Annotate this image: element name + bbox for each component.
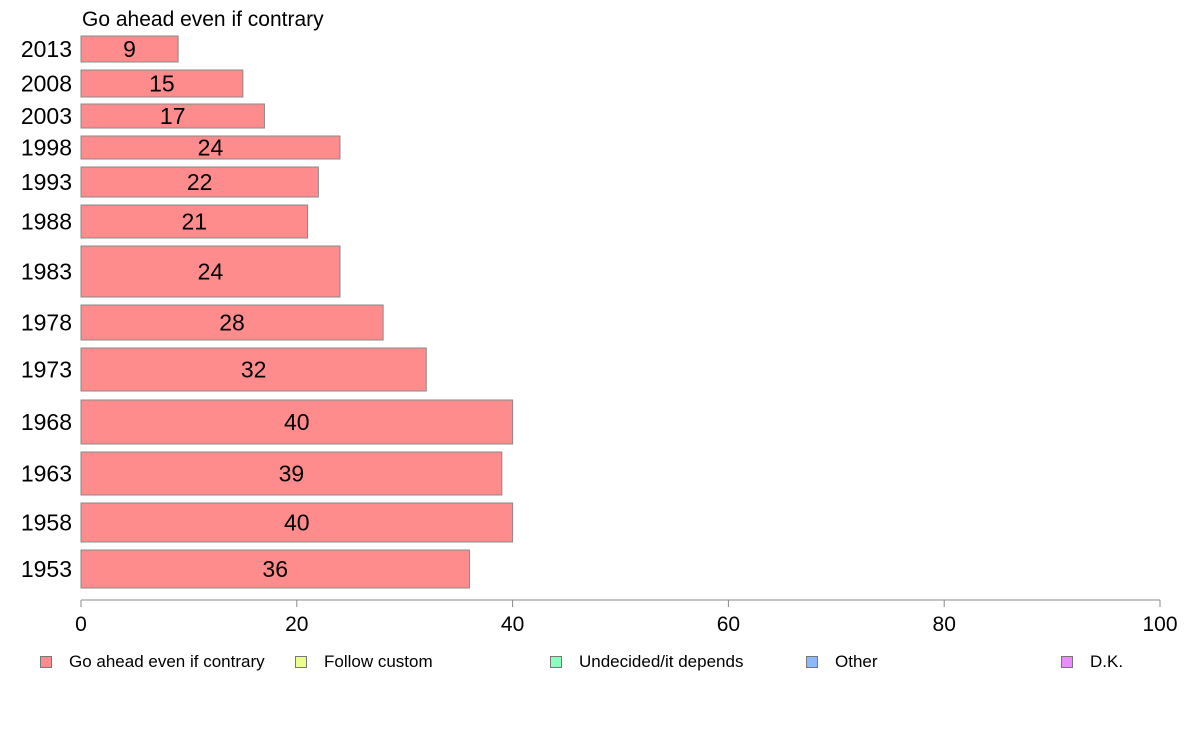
bar-1973 (80, 347, 427, 392)
legend-item-undecided: Undecided/it depends (550, 652, 743, 672)
bar-1958 (80, 502, 514, 543)
bar-2013 (80, 35, 179, 63)
legend-label: Follow custom (324, 652, 433, 671)
x-tick-label: 60 (717, 613, 740, 636)
bar-value-label: 15 (149, 71, 175, 97)
x-tick-label: 40 (501, 613, 524, 636)
x-axis: 0 20 40 60 80 100 (75, 599, 1178, 636)
bar-value-label: 28 (219, 310, 245, 336)
legend-swatch (550, 656, 562, 668)
category-label: 2008 (21, 71, 72, 97)
bar-value-label: 40 (284, 510, 310, 536)
category-label: 1968 (21, 409, 72, 435)
chart-title: Go ahead even if contrary (82, 8, 324, 31)
bar-1983 (80, 245, 341, 298)
bar-1953 (80, 549, 470, 589)
x-tick-label: 0 (75, 613, 87, 636)
bar-1998 (80, 135, 341, 160)
bar-value-label: 39 (279, 461, 305, 487)
legend-label: Go ahead even if contrary (69, 652, 265, 671)
bar-value-label: 32 (241, 357, 267, 383)
category-label: 2003 (21, 103, 72, 129)
bar-1978 (80, 304, 384, 341)
category-label: 1998 (21, 135, 72, 161)
bar-value-label: 21 (181, 209, 207, 235)
bar-value-label: 40 (284, 409, 310, 435)
bar-1963 (80, 451, 503, 496)
bar-1968 (80, 399, 514, 445)
legend-swatch (1061, 656, 1073, 668)
category-label: 1978 (21, 310, 72, 336)
bar-value-label: 36 (262, 556, 288, 582)
bar-value-label: 24 (198, 259, 224, 285)
legend-item-go-ahead: Go ahead even if contrary (40, 652, 265, 672)
legend-label: D.K. (1090, 652, 1124, 671)
bar-2003 (80, 103, 265, 129)
bar-2008 (80, 69, 244, 98)
category-label: 1963 (21, 461, 72, 487)
category-label: 1988 (21, 209, 72, 235)
bars-layer: 9 2013 15 2008 17 2003 24 1998 22 1993 21 1988 24 198… (21, 35, 514, 589)
legend-item-other: Other (806, 652, 878, 672)
legend-swatch (295, 656, 307, 668)
category-label: 1983 (21, 259, 72, 285)
legend-label: Undecided/it depends (579, 652, 744, 671)
bar-chart: Go ahead even if contrary 9 2013 15 2008 17 2… (21, 8, 1178, 636)
legend-swatch (40, 656, 52, 668)
bar-value-label: 17 (160, 103, 186, 129)
legend-label: Other (835, 652, 878, 671)
legend-item-follow-custom: Follow custom (295, 652, 433, 672)
category-label: 1958 (21, 510, 72, 536)
bar-1993 (80, 166, 319, 198)
bar-value-label: 22 (187, 169, 213, 195)
legend-item-dk: D.K. (1061, 652, 1123, 672)
legend-swatch (806, 656, 818, 668)
bar-value-label: 24 (198, 135, 224, 161)
legend: Go ahead even if contrary Follow custom … (0, 652, 1188, 674)
bar-value-label: 9 (123, 36, 136, 62)
category-label: 1993 (21, 169, 72, 195)
category-label: 1973 (21, 357, 72, 383)
category-label: 2013 (21, 36, 72, 62)
category-label: 1953 (21, 556, 72, 582)
x-tick-label: 20 (285, 613, 308, 636)
x-tick-label: 100 (1142, 613, 1177, 636)
x-tick-label: 80 (933, 613, 956, 636)
bar-1988 (80, 204, 309, 239)
